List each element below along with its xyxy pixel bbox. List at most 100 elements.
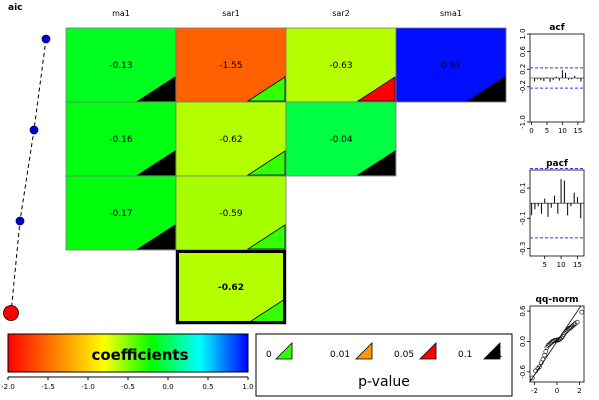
y-tick-label: -0.3 [519, 242, 527, 256]
aic-point [41, 34, 51, 44]
column-labels: ma1 sar1 sar2 sma1 [112, 9, 462, 18]
cell-value-label: -0.16 [109, 135, 133, 145]
y-tick-label: -0.6 [519, 364, 527, 378]
cell-value-label: -0.63 [329, 61, 352, 71]
y-tick-label: 1.0 [519, 28, 527, 39]
colorbar-tick-label: -1.5 [41, 383, 55, 391]
qq-point [574, 319, 580, 325]
panel-title: qq-norm [535, 295, 578, 305]
cell-value-label: -0.59 [219, 209, 243, 219]
qq-point [529, 375, 535, 381]
qq-point [562, 330, 568, 336]
cell-value-label: -0.04 [329, 135, 353, 145]
pvalue-marker [136, 76, 176, 102]
pvalue-swatch [275, 342, 293, 360]
aic-point [29, 125, 39, 135]
qq-point [540, 356, 546, 362]
pvalue-marker [246, 150, 286, 176]
qq-point [572, 321, 578, 327]
x-tick-label: 5 [545, 127, 549, 135]
x-tick-label: 0 [529, 127, 533, 135]
aic-point [15, 216, 25, 226]
pvalue-marker [246, 76, 286, 102]
y-tick-label: 0.1 [519, 183, 527, 194]
coefficients-colorbar: coefficients -2.0 -1.5 -1.0 -0.5 0.0 0.5 1.0 [1, 333, 254, 391]
colorbar-ticks: -2.0 -1.5 -1.0 -0.5 0.0 0.5 1.0 [1, 377, 254, 391]
pvalue-break-label: 0.05 [394, 350, 414, 360]
y-tick-label: -0.1 [519, 211, 527, 225]
pvalue-marker [356, 76, 396, 102]
x-tick-label: 15 [573, 261, 582, 269]
pvalue-marker [136, 224, 176, 250]
pvalue-title: p-value [358, 374, 410, 390]
colorbar-tick-label: -0.5 [121, 383, 135, 391]
colorbar-gradient [7, 333, 249, 373]
pvalue-break-label: 0.01 [330, 350, 350, 360]
qq-point [543, 349, 549, 354]
column-label: sar2 [332, 9, 349, 18]
qq-point [561, 332, 567, 337]
qq-point [559, 335, 564, 341]
pacf-panel: pacf -0.3 -0.1 0.1 5 10 15 [519, 159, 585, 269]
y-tick-label: 0.0 [519, 336, 527, 347]
qq-point [558, 336, 563, 342]
qq-point [533, 368, 538, 374]
panel-title: pacf [546, 159, 568, 169]
aic-title: aic [8, 3, 23, 13]
aic-path-line [10, 38, 47, 314]
cell-value-label: -1.55 [219, 61, 242, 71]
acf-panel: acf -1.0 -0.2 0.2 0.6 1.0 0 5 10 15 [519, 23, 585, 135]
colorbar-tick-label: 0.5 [202, 383, 213, 391]
pvalue-legend: 00.010.050.11 p-value [255, 333, 513, 397]
cell-value-label: -0.17 [109, 209, 132, 219]
column-label: sma1 [440, 9, 462, 18]
x-tick-label: -2 [531, 387, 538, 395]
column-label: sar1 [222, 9, 239, 18]
coefficient-heatmap: -0.13 -1.55 -0.63 0.97 -0.16 -0.62 -0.04 -0.17 -… [65, 27, 507, 325]
pvalue-break-label: 0 [266, 350, 272, 360]
colorbar-tick-label: 0.0 [162, 383, 173, 391]
y-tick-label: 0.6 [519, 45, 527, 57]
panel-frame [529, 169, 585, 257]
pvalue-marker [136, 150, 176, 176]
cell-value-label: -0.62 [218, 283, 244, 293]
qq-norm-panel: qq-norm -0.6 0.0 0.6 -2 0 2 [519, 295, 585, 395]
column-label: ma1 [112, 9, 130, 18]
pvalue-marker [246, 224, 286, 250]
y-tick-label: -0.2 [519, 80, 527, 94]
pvalue-legend-box [255, 333, 513, 397]
x-tick-label: 5 [542, 261, 546, 269]
qq-point [549, 340, 554, 345]
aic-path [3, 34, 51, 321]
pvalue-swatch [355, 342, 373, 360]
x-tick-label: 0 [555, 387, 559, 395]
pvalue-swatch [419, 342, 437, 360]
y-tick-label: 0.6 [519, 305, 527, 317]
pvalue-swatch [483, 342, 501, 360]
panel-title: acf [549, 23, 564, 33]
cell-value-label: -0.13 [109, 61, 132, 71]
pvalue-items: 00.010.050.11 [266, 342, 503, 360]
colorbar-tick-label: 1.0 [242, 383, 253, 391]
pvalue-marker [466, 76, 506, 102]
x-tick-label: 15 [573, 127, 582, 135]
x-tick-label: 2 [577, 387, 581, 395]
qq-point [579, 309, 585, 315]
colorbar-tick-label: -1.0 [81, 383, 95, 391]
y-tick-label: -1.0 [519, 115, 527, 129]
colorbar-tick-label: -2.0 [1, 383, 15, 391]
cell-value-label: 0.97 [441, 61, 461, 71]
pvalue-break-label: 0.1 [458, 350, 472, 360]
qq-point [537, 364, 542, 370]
y-tick-label: 0.2 [519, 64, 527, 75]
pvalue-marker [356, 150, 396, 176]
x-tick-label: 10 [558, 127, 567, 135]
aic-selected-point [3, 305, 19, 321]
selected-model-outline [176, 250, 286, 324]
qq-point [565, 327, 571, 332]
cell-value-label: -0.62 [219, 135, 242, 145]
qq-point [571, 322, 577, 328]
x-tick-label: 10 [557, 261, 566, 269]
colorbar-title: coefficients [91, 346, 188, 364]
